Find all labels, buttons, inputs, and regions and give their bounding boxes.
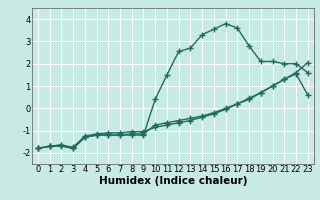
X-axis label: Humidex (Indice chaleur): Humidex (Indice chaleur) bbox=[99, 176, 247, 186]
